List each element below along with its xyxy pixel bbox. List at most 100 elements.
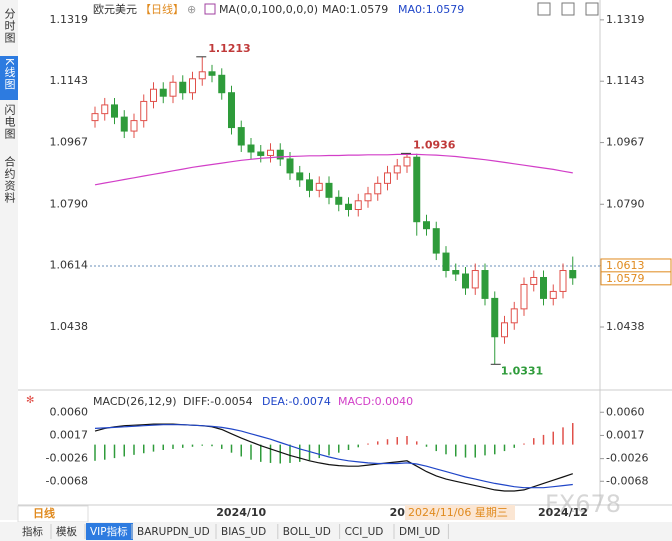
y-tick-label: -0.0068 [606, 474, 648, 487]
low-annotation: 1.0331 [501, 364, 543, 377]
candle-body [393, 165, 401, 174]
y-tick-label: 0.0017 [50, 428, 89, 441]
x-tick-label: 2024/12 [538, 506, 588, 519]
candle-body [364, 193, 372, 202]
ma-line [94, 153, 573, 186]
ma-label: MA(0,0,100,0,0,0) [219, 3, 318, 16]
watermark: FX678 [545, 490, 621, 518]
sidebar-item[interactable]: 闪电图 [3, 103, 16, 140]
diff-label: DIFF:-0.0054 [183, 395, 253, 408]
sidebar-item[interactable]: 合约资料 [3, 155, 16, 204]
toolbar [537, 2, 599, 16]
sidebar-item[interactable]: 分时图 [3, 8, 16, 44]
sidebar [0, 0, 18, 520]
tab-active [86, 523, 133, 540]
tool-icon[interactable] [585, 2, 599, 16]
candle-body [296, 172, 304, 181]
y-tick-label: 1.0790 [50, 197, 89, 210]
y-tick-label: 0.0017 [606, 428, 645, 441]
tab[interactable]: 指标 [22, 525, 43, 538]
candle-body [510, 308, 518, 324]
dea-label: DEA:-0.0074 [262, 395, 331, 408]
candle-body [462, 273, 469, 289]
candle-body [501, 322, 508, 338]
candle-body [169, 81, 177, 97]
candle-body [345, 203, 352, 211]
candle-body [315, 182, 323, 191]
y-tick-label: -0.0026 [606, 452, 648, 465]
ma-icon [204, 3, 216, 15]
y-tick-label: -0.0026 [46, 452, 88, 465]
ma-value: MA0:1.0579 [398, 3, 464, 16]
candle-body [257, 151, 265, 156]
macd-label: MACD:0.0040 [338, 395, 413, 408]
tabs: 指标 模板 VIP指标 BARUPDN_UD BIAS_UD BOLL_UD CCI_UD D… [22, 523, 449, 540]
candle-body [540, 276, 547, 299]
tab[interactable]: CCI_UD [345, 526, 384, 538]
candle-body [237, 127, 245, 146]
sidebar-item[interactable]: K线图 [3, 58, 16, 90]
macd-line [94, 424, 573, 489]
tab[interactable]: 模板 [56, 525, 77, 538]
cursor-date: 2024/11/06 星期三 [408, 506, 508, 519]
candle-body [101, 104, 109, 115]
last-box [600, 271, 672, 286]
candle-body [325, 182, 333, 198]
macd-title: MACD(26,12,9) [93, 395, 177, 408]
candle-body [432, 228, 440, 254]
candle-body [91, 113, 99, 122]
y-tick-label: 1.0438 [606, 320, 645, 333]
last-label: 1.0579 [606, 272, 645, 285]
candle-body [306, 179, 313, 191]
candle-body [442, 252, 450, 272]
candle-body [189, 78, 196, 94]
candle-body [491, 297, 499, 338]
candle-body [354, 200, 362, 211]
tool-icon[interactable] [537, 2, 551, 16]
price-label: 1.0613 [606, 259, 645, 272]
tab[interactable]: DMI_UD [399, 526, 440, 538]
candle-body [247, 144, 255, 153]
candle-body [452, 270, 460, 275]
candle-body [130, 120, 138, 132]
candle-body [374, 182, 382, 195]
symbol: 欧元美元 [93, 3, 137, 16]
tool-icon[interactable] [561, 2, 575, 16]
candle-body [530, 276, 538, 285]
ma-value: MA0:1.0579 [322, 3, 388, 16]
candle-body [276, 149, 284, 160]
tab[interactable]: BOLL_UD [283, 526, 331, 538]
candle-body [335, 196, 343, 205]
tab-bar [0, 522, 672, 541]
icon[interactable]: ⊕ [187, 3, 196, 16]
y-tick-label: 0.0060 [50, 405, 89, 418]
candle-body [423, 221, 430, 230]
candle-body [520, 283, 528, 310]
y-tick-label: 1.1319 [50, 13, 89, 26]
settings-icon[interactable]: ✻ [26, 395, 34, 406]
y-tick-label: 1.0967 [606, 136, 645, 149]
y-tick-label: 1.0614 [50, 259, 89, 272]
y-tick-label: 1.0790 [606, 197, 645, 210]
tab[interactable]: BIAS_UD [221, 526, 266, 538]
candle-body [228, 92, 235, 129]
candle-body [208, 71, 216, 76]
tab[interactable]: VIP指标 [90, 525, 128, 538]
cursor-bg [405, 505, 515, 520]
y-tick-label: 1.1143 [50, 74, 89, 87]
candle-body [218, 74, 226, 94]
y-tick-label: -0.0068 [46, 474, 88, 487]
candle-body [384, 172, 391, 184]
high-annotation: 1.1213 [208, 42, 250, 55]
x-tick-label: 2024/10 [216, 506, 266, 519]
candle-body [481, 270, 489, 299]
y-tick-label: 1.1143 [606, 74, 645, 87]
period-button-text[interactable]: 日线 [33, 506, 55, 520]
y-tick-label: 1.1319 [606, 13, 645, 26]
tab[interactable]: BARUPDN_UD [137, 526, 210, 538]
y-tick-label: 0.0060 [606, 405, 645, 418]
sidebar-active [0, 56, 18, 100]
candle-body [159, 88, 167, 97]
